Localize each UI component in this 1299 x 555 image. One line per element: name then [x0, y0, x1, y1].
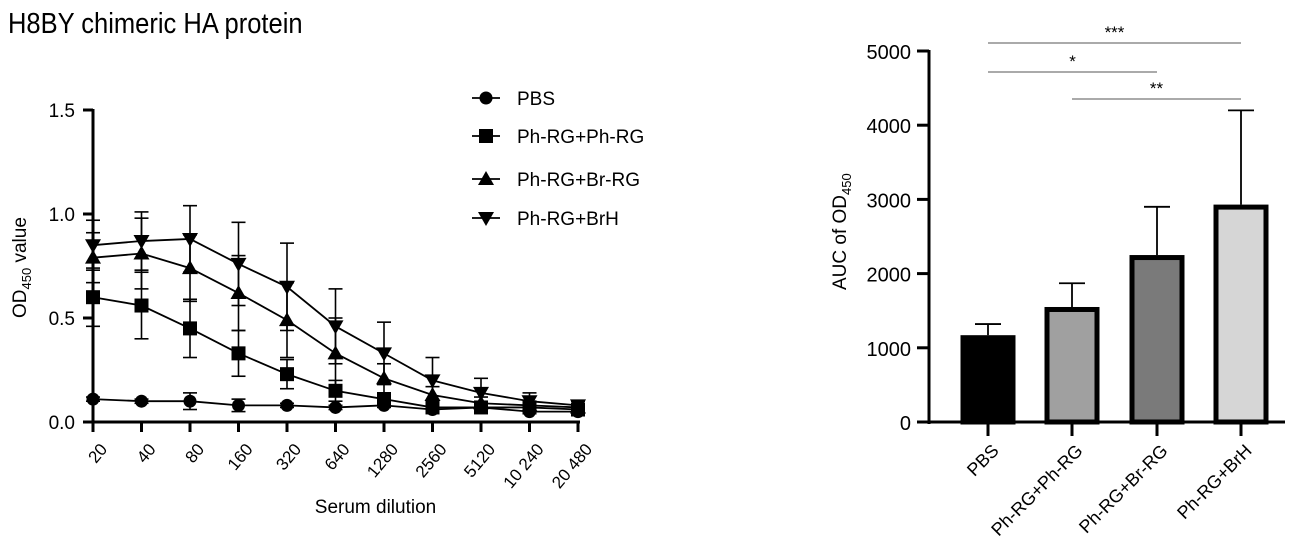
x-tick-label: 640: [321, 440, 354, 474]
y-tick-label: 1.0: [49, 205, 75, 226]
y-tick-label: 1.5: [49, 101, 75, 122]
y-tick-label: 2000: [867, 265, 912, 287]
data-point: [327, 320, 344, 335]
data-point: [473, 386, 489, 401]
y-tick-label: 0.5: [49, 309, 75, 330]
x-tick-label: 20 480: [548, 440, 596, 492]
data-point: [376, 347, 392, 362]
bar-pbs: [960, 335, 1016, 425]
x-tick-label: Ph-RG+BrH: [1173, 441, 1255, 523]
figure-title: H8BY chimeric HA protein: [8, 8, 303, 40]
legend-label: Ph-RG+Ph-RG: [517, 127, 644, 148]
y-tick-label: 5000: [867, 42, 912, 64]
x-tick-label: 40: [133, 440, 160, 467]
legend-marker-square: [479, 129, 493, 143]
x-tick-label: 10 240: [500, 440, 548, 492]
legend-label: PBS: [517, 89, 555, 110]
x-tick-label: 1280: [363, 440, 402, 481]
x-tick-label: 160: [224, 440, 257, 474]
x-tick-label: 2560: [412, 440, 451, 481]
legend-marker-circle: [479, 91, 493, 105]
y-tick-label: 0: [900, 413, 911, 435]
x-tick-label: 320: [272, 440, 305, 474]
data-point: [133, 235, 150, 250]
significance-label: **: [1150, 79, 1164, 98]
data-point: [134, 298, 149, 313]
data-point: [280, 367, 294, 382]
data-point: [135, 394, 148, 408]
data-point: [329, 400, 342, 414]
data-point: [570, 399, 586, 414]
y-tick-label: 0.0: [49, 413, 75, 434]
legend-marker-triangle-down: [478, 212, 494, 226]
data-point: [280, 398, 294, 412]
x-tick-label: Ph-RG+Br-RG: [1075, 441, 1172, 538]
data-point: [377, 392, 391, 407]
x-tick-label: Ph-RG+Ph-RG: [987, 441, 1086, 540]
data-point: [86, 290, 100, 305]
x-tick-label: 80: [181, 440, 208, 467]
x-tick-label: 20: [84, 440, 111, 467]
x-tick-label: 5120: [460, 440, 499, 481]
bar-ph-rg-ph-rg: [1044, 306, 1100, 425]
data-point: [232, 398, 245, 412]
legend-label: Ph-RG+Br-RG: [517, 170, 640, 191]
y-axis-label: OD450 value: [10, 217, 34, 318]
data-point: [521, 395, 538, 410]
bar-ph-rg-br-rg: [1129, 255, 1185, 425]
data-point: [279, 280, 295, 295]
y-tick-label: 3000: [867, 190, 912, 212]
significance-label: ***: [1105, 23, 1125, 42]
y-tick-label: 4000: [867, 116, 912, 138]
data-point: [424, 374, 441, 389]
bar-ph-rg-brh: [1213, 204, 1269, 425]
data-point: [182, 232, 198, 247]
y-tick-label: 1000: [867, 339, 912, 361]
y-axis-label: AUC of OD450: [830, 173, 854, 290]
legend-marker-triangle-up: [478, 171, 494, 185]
data-point: [183, 394, 197, 408]
legend-label: Ph-RG+BrH: [517, 209, 619, 230]
data-point: [183, 321, 197, 336]
data-point: [85, 239, 101, 254]
significance-label: *: [1069, 52, 1076, 71]
data-point: [86, 392, 100, 406]
data-point: [328, 383, 343, 398]
x-axis-label: Serum dilution: [315, 497, 436, 518]
data-point: [231, 346, 246, 361]
data-point: [230, 257, 247, 272]
x-tick-label: PBS: [963, 441, 1003, 481]
